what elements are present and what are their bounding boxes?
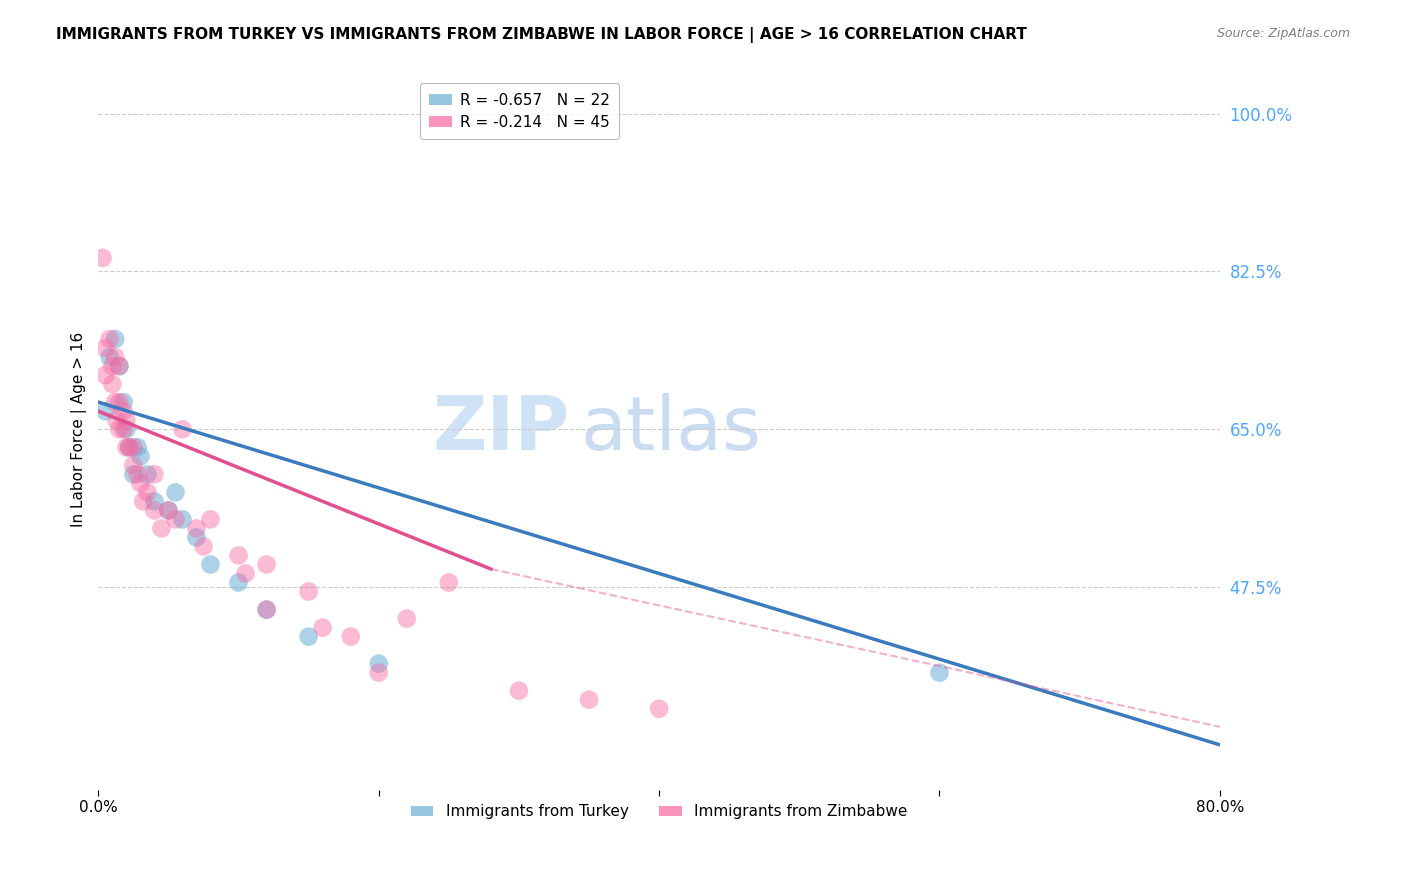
Point <box>108 395 131 409</box>
Point <box>578 692 600 706</box>
Point <box>112 404 135 418</box>
Point <box>122 467 145 482</box>
Point <box>256 602 278 616</box>
Point <box>143 503 166 517</box>
Text: Source: ZipAtlas.com: Source: ZipAtlas.com <box>1216 27 1350 40</box>
Point <box>115 440 138 454</box>
Point <box>311 621 333 635</box>
Point <box>91 251 114 265</box>
Point <box>228 549 250 563</box>
Point <box>256 558 278 572</box>
Y-axis label: In Labor Force | Age > 16: In Labor Force | Age > 16 <box>72 332 87 527</box>
Point <box>104 332 127 346</box>
Point <box>508 683 530 698</box>
Point <box>105 413 128 427</box>
Point <box>200 558 222 572</box>
Point <box>127 440 149 454</box>
Point <box>339 630 361 644</box>
Point <box>94 368 117 383</box>
Point <box>256 602 278 616</box>
Point <box>122 458 145 473</box>
Point <box>98 350 121 364</box>
Point <box>104 350 127 364</box>
Point <box>186 521 208 535</box>
Legend: Immigrants from Turkey, Immigrants from Zimbabwe: Immigrants from Turkey, Immigrants from … <box>405 798 914 826</box>
Point <box>437 575 460 590</box>
Point <box>143 494 166 508</box>
Point <box>94 404 117 418</box>
Point <box>367 657 389 671</box>
Point <box>928 665 950 680</box>
Point <box>165 512 187 526</box>
Point <box>108 422 131 436</box>
Point <box>98 332 121 346</box>
Point <box>157 503 180 517</box>
Point <box>298 584 321 599</box>
Point <box>118 440 141 454</box>
Text: ZIP: ZIP <box>432 392 569 466</box>
Point <box>200 512 222 526</box>
Point <box>367 665 389 680</box>
Point <box>108 359 131 373</box>
Point <box>132 494 155 508</box>
Point <box>118 440 141 454</box>
Point <box>395 611 418 625</box>
Point <box>193 540 215 554</box>
Point <box>150 521 173 535</box>
Point <box>108 359 131 373</box>
Point <box>122 440 145 454</box>
Point <box>101 359 124 373</box>
Point <box>101 377 124 392</box>
Point <box>115 422 138 436</box>
Text: IMMIGRANTS FROM TURKEY VS IMMIGRANTS FROM ZIMBABWE IN LABOR FORCE | AGE > 16 COR: IMMIGRANTS FROM TURKEY VS IMMIGRANTS FRO… <box>56 27 1028 43</box>
Point <box>172 512 194 526</box>
Point <box>112 422 135 436</box>
Point <box>165 485 187 500</box>
Point <box>136 467 159 482</box>
Point <box>129 450 152 464</box>
Point <box>157 503 180 517</box>
Point <box>94 341 117 355</box>
Point <box>235 566 257 581</box>
Point <box>172 422 194 436</box>
Text: atlas: atlas <box>581 392 762 466</box>
Point <box>115 413 138 427</box>
Point <box>127 467 149 482</box>
Point <box>136 485 159 500</box>
Point <box>129 476 152 491</box>
Point <box>112 395 135 409</box>
Point <box>648 702 671 716</box>
Point <box>228 575 250 590</box>
Point <box>104 395 127 409</box>
Point <box>298 630 321 644</box>
Point <box>143 467 166 482</box>
Point <box>186 530 208 544</box>
